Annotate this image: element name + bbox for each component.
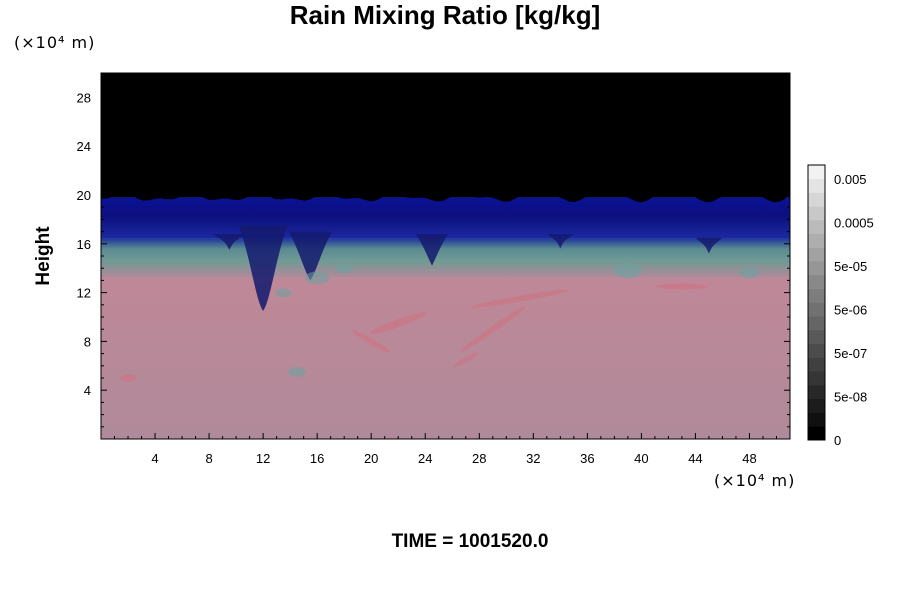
- plume-0: [238, 225, 288, 311]
- streak-0: [369, 312, 427, 335]
- colorbar-swatch-6: [808, 343, 825, 358]
- y-tick-label-4: 20: [77, 188, 91, 203]
- colorbar-swatch-13: [808, 247, 825, 262]
- colorbar-label-0: 0.005: [834, 172, 867, 187]
- plume-4: [546, 234, 574, 249]
- colorbar-swatch-17: [808, 192, 825, 207]
- y-tick-label-0: 4: [84, 383, 91, 398]
- x-tick-label-0: 4: [151, 451, 158, 466]
- band-top-edge: [101, 191, 790, 203]
- colorbar-swatch-3: [808, 385, 825, 400]
- swirl-5: [287, 366, 306, 377]
- heatmap-field: [101, 73, 790, 439]
- streak-1: [459, 306, 526, 353]
- colorbar-swatch-4: [808, 371, 825, 386]
- y-tick-label-2: 12: [77, 286, 91, 301]
- streak-4: [352, 330, 391, 353]
- colorbar-swatch-8: [808, 316, 825, 331]
- layer-upper: [101, 73, 790, 198]
- streak-6: [120, 374, 137, 382]
- colorbar-swatch-5: [808, 357, 825, 372]
- colorbar-swatch-7: [808, 330, 825, 345]
- y-axis-unit: (×10⁴ m): [14, 33, 96, 52]
- x-tick-label-6: 28: [472, 451, 486, 466]
- colorbar-swatch-12: [808, 261, 825, 276]
- time-label: TIME = 1001520.0: [391, 531, 549, 552]
- layer-lower: [101, 277, 790, 439]
- x-tick-label-7: 32: [526, 451, 540, 466]
- colorbar-swatch-15: [808, 220, 825, 235]
- colorbar: 0.005 0.0005 5e-05 5e-06 5e-07 5e-08 0: [807, 164, 874, 448]
- colorbar-swatch-16: [808, 206, 825, 221]
- colorbar-label-1: 0.0005: [834, 216, 874, 231]
- plume-5: [695, 237, 723, 254]
- y-tick-label-3: 16: [77, 237, 91, 252]
- colorbar-swatch-11: [808, 275, 825, 290]
- colorbar-swatch-1: [808, 412, 825, 427]
- colorbar-swatch-2: [808, 398, 825, 413]
- x-axis-unit: (×10⁴ m): [714, 471, 796, 490]
- x-tick-label-9: 40: [634, 451, 648, 466]
- colorbar-frame: [807, 164, 826, 441]
- colorbar-swatch-9: [808, 302, 825, 317]
- streak-2: [453, 352, 478, 368]
- colorbar-label-5: 5e-08: [834, 390, 867, 405]
- y-tick-label-6: 28: [77, 90, 91, 105]
- x-tick-label-3: 16: [310, 451, 324, 466]
- plume-2: [415, 234, 449, 266]
- x-tick-label-10: 44: [688, 451, 702, 466]
- colorbar-swatch-18: [808, 178, 825, 193]
- streak-5: [655, 283, 708, 290]
- swirl-4: [739, 267, 760, 279]
- colorbar-label-2: 5e-05: [834, 259, 867, 274]
- x-tick-label-11: 48: [742, 451, 756, 466]
- streak-3: [470, 289, 570, 308]
- colorbar-swatch-10: [808, 288, 825, 303]
- layer-blue: [101, 197, 790, 239]
- colorbar-swatch-0: [808, 426, 825, 441]
- x-tick-label-5: 24: [418, 451, 432, 466]
- x-tick-label-2: 12: [256, 451, 270, 466]
- plume-1: [288, 231, 333, 281]
- layer-transition: [101, 238, 790, 278]
- colorbar-label-6: 0: [834, 433, 841, 448]
- y-tick-label-1: 8: [84, 334, 91, 349]
- colorbar-swatch-19: [808, 165, 825, 180]
- y-tick-label-5: 24: [77, 139, 91, 154]
- swirl-2: [275, 288, 292, 297]
- swirl-1: [335, 263, 354, 274]
- colorbar-label-4: 5e-07: [834, 346, 867, 361]
- swirl-3: [613, 262, 642, 279]
- x-tick-label-4: 20: [364, 451, 378, 466]
- swirl-0: [305, 271, 330, 285]
- colorbar-label-3: 5e-06: [834, 303, 867, 318]
- chart-title: Rain Mixing Ratio [kg/kg]: [289, 0, 601, 30]
- x-tick-label-1: 8: [205, 451, 212, 466]
- plume-3: [213, 234, 246, 250]
- colorbar-swatch-14: [808, 233, 825, 248]
- x-tick-label-8: 36: [580, 451, 594, 466]
